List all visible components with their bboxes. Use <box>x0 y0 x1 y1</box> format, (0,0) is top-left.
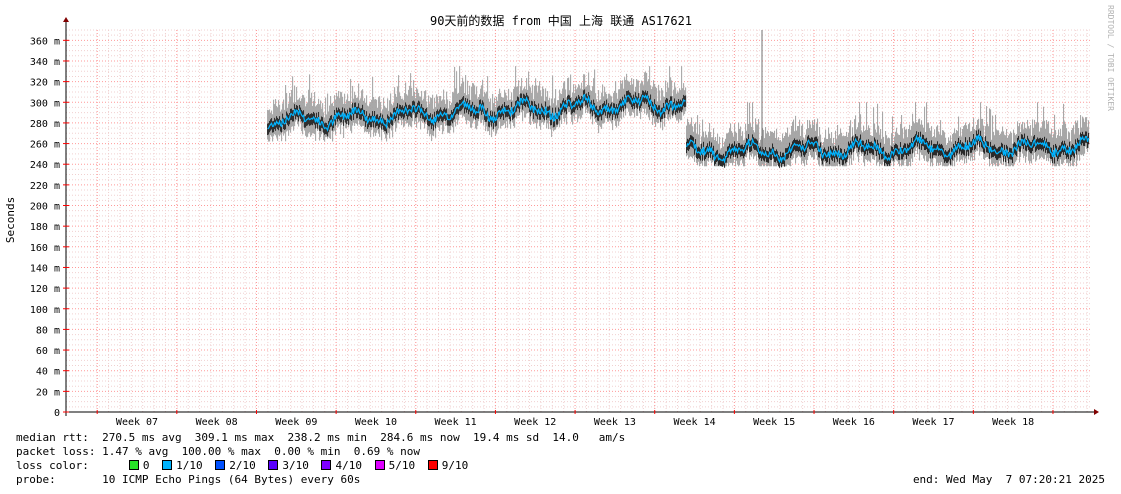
x-tick-label: Week 16 <box>833 417 875 428</box>
y-tick-label: 240 m <box>30 160 60 171</box>
y-tick-label: 60 m <box>36 346 60 357</box>
y-tick-label: 40 m <box>36 367 60 378</box>
loss-color-swatch <box>162 460 173 470</box>
y-tick-label: 120 m <box>30 284 60 295</box>
loss-color-item-label: 3/10 <box>282 459 316 472</box>
y-tick-labels: 0 20 m 40 m 60 m 80 m 100 m 120 m 140 m 160 m 180… <box>30 36 69 419</box>
loss-color-swatch <box>321 460 332 470</box>
loss-color-item-label: 4/10 <box>335 459 369 472</box>
loss-color-item: 1/10 <box>158 459 209 473</box>
y-tick-label: 320 m <box>30 78 60 89</box>
y-tick-label: 300 m <box>30 98 60 109</box>
loss-color-swatch <box>128 460 139 470</box>
loss-color-item: 4/10 <box>317 459 368 473</box>
x-tick-label: Week 13 <box>594 417 636 428</box>
loss-color-item: 0 <box>125 459 156 473</box>
loss-color-item-label: 1/10 <box>176 459 210 472</box>
median-series <box>267 93 1090 164</box>
x-tick-label: Week 18 <box>992 417 1034 428</box>
y-tick-label: 200 m <box>30 202 60 213</box>
median-line <box>686 134 1090 164</box>
y-tick-label: 20 m <box>36 387 60 398</box>
loss-color-item: 9/10 <box>424 459 475 473</box>
loss-color-item-label: 2/10 <box>229 459 263 472</box>
rrdtool-watermark: RRDTOOL / TOBI OETIKER <box>1106 5 1115 111</box>
rtt-chart: 0 20 m 40 m 60 m 80 m 100 m 120 m 140 m 160 m 180… <box>4 5 1115 428</box>
x-tick-label: Week 11 <box>435 417 477 428</box>
loss-color-item: 3/10 <box>264 459 315 473</box>
y-tick-label: 80 m <box>36 325 60 336</box>
probe-info: probe: 10 ICMP Echo Pings (64 Bytes) eve… <box>16 473 361 486</box>
loss-color-swatch <box>215 460 226 470</box>
loss-color-item: 2/10 <box>211 459 262 473</box>
median-rtt-stats: median rtt: 270.5 ms avg 309.1 ms max 23… <box>16 431 626 444</box>
loss-color-label: loss color: <box>16 459 89 472</box>
y-tick-label: 180 m <box>30 222 60 233</box>
loss-color-item: 5/10 <box>371 459 422 473</box>
loss-color-item-label: 9/10 <box>441 459 475 472</box>
x-tick-label: Week 10 <box>355 417 397 428</box>
chart-title: 90天前的数据 from 中国 上海 联通 AS17621 <box>430 13 692 28</box>
loss-color-items: 0 1/10 2/10 3/10 4/10 5/10 9/10 <box>89 459 477 472</box>
y-axis-label: Seconds <box>4 197 17 243</box>
x-axis-arrow <box>1094 409 1099 415</box>
loss-color-item-label: 0 <box>142 459 157 472</box>
y-tick-label: 0 <box>54 408 60 419</box>
y-tick-label: 160 m <box>30 243 60 254</box>
loss-color-swatch <box>427 460 438 470</box>
x-tick-labels: Week 07 Week 08 Week 09 Week 10 Week 11 Week … <box>96 410 1054 428</box>
y-tick-label: 360 m <box>30 36 60 47</box>
x-tick-label: Week 07 <box>116 417 158 428</box>
chart-axes <box>63 17 1099 416</box>
x-tick-label: Week 08 <box>196 417 238 428</box>
x-tick-label: Week 09 <box>275 417 317 428</box>
end-timestamp: end: Wed May 7 07:20:21 2025 <box>912 473 1105 486</box>
y-axis-arrow <box>63 17 69 22</box>
y-tick-label: 280 m <box>30 119 60 130</box>
x-tick-label: Week 17 <box>912 417 954 428</box>
x-tick-label: Week 14 <box>673 417 715 428</box>
loss-color-item-label: 5/10 <box>388 459 422 472</box>
loss-color-swatch <box>374 460 385 470</box>
loss-color-swatch <box>268 460 279 470</box>
y-tick-label: 100 m <box>30 305 60 316</box>
y-tick-label: 260 m <box>30 140 60 151</box>
median-line <box>267 93 686 132</box>
y-tick-label: 340 m <box>30 57 60 68</box>
y-tick-label: 220 m <box>30 181 60 192</box>
packet-loss-stats: packet loss: 1.47 % avg 100.00 % max 0.0… <box>16 445 420 458</box>
x-tick-label: Week 12 <box>514 417 556 428</box>
loss-color-legend: loss color: 0 1/10 2/10 3/10 4/10 5/10 9/… <box>16 459 477 473</box>
y-tick-label: 140 m <box>30 263 60 274</box>
x-tick-label: Week 15 <box>753 417 795 428</box>
